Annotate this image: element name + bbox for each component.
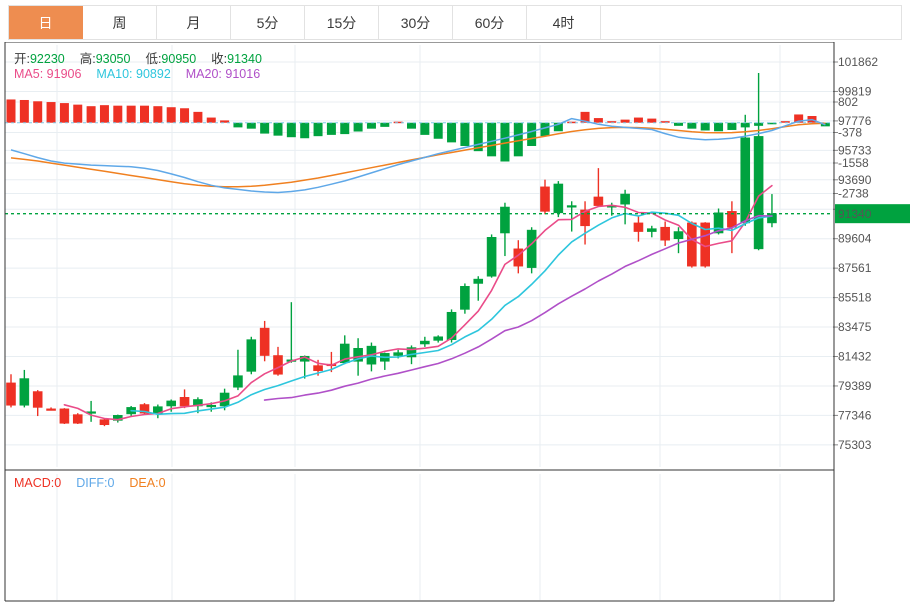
low-value: 90950 — [161, 52, 197, 66]
macd-axis-tick: 802 — [838, 95, 858, 109]
open-value: 92230 — [29, 52, 65, 66]
moving-average-lines — [5, 184, 833, 421]
macd-label: MACD: — [14, 476, 55, 490]
period-tab-label: 4时 — [552, 14, 575, 31]
price-axis-tick: 75303 — [838, 438, 872, 452]
price-axis-tick: 87561 — [838, 261, 872, 275]
price-axis-tick: 97776 — [838, 114, 872, 128]
period-tab-label: 周 — [112, 14, 127, 31]
ma10-value: 90892 — [136, 67, 171, 81]
price-axis-tick: 93690 — [838, 173, 872, 187]
price-axis-tick: 81432 — [838, 350, 872, 364]
candlestick-series — [6, 72, 777, 427]
period-tab-label: 日 — [38, 14, 53, 31]
price-axis-tick: 101862 — [838, 55, 878, 69]
macd-indicator — [5, 99, 833, 194]
period-tab-5min[interactable]: 5分 — [231, 6, 305, 39]
macd-axis-tick: -378 — [838, 126, 862, 140]
period-tab-60min[interactable]: 60分 — [453, 6, 527, 39]
dea-label: DEA: — [129, 476, 159, 490]
current-price-badge — [835, 204, 910, 224]
period-tab-filler — [601, 6, 901, 39]
period-tab-label: 15分 — [326, 14, 357, 31]
frame-layer — [4, 42, 835, 602]
macd-legend: MACD:0 DIFF:0 DEA:0 — [14, 476, 166, 490]
period-tab-label: 5分 — [256, 14, 279, 31]
ma20-label: MA20: — [185, 67, 222, 81]
close-value: 91340 — [227, 52, 262, 66]
chart-container[interactable]: 1018629981997776957339369091647896048756… — [0, 42, 910, 602]
low-label: 低: — [145, 52, 162, 66]
ma20-value: 91016 — [225, 67, 261, 81]
macd-axis-tick: -1558 — [838, 156, 869, 170]
period-tab-4hour[interactable]: 4时 — [527, 6, 601, 39]
period-tab-label: 60分 — [474, 14, 505, 31]
ohlc-legend: 开:92230 高:93050 低:90950 收:91340 — [14, 48, 262, 67]
price-axis-tick: 85518 — [838, 291, 872, 305]
period-tab-15min[interactable]: 15分 — [305, 6, 379, 39]
period-tab-week[interactable]: 周 — [83, 6, 157, 39]
price-axis-tick: 89604 — [838, 232, 872, 246]
diff-value: 0 — [107, 476, 115, 490]
high-value: 93050 — [95, 52, 131, 66]
period-tab-label: 月 — [186, 14, 201, 31]
macd-value: 0 — [54, 476, 62, 490]
period-tab-label: 30分 — [400, 14, 431, 31]
macd-axis-tick: -2738 — [838, 187, 869, 201]
ma-legend: MA5: 91906 MA10: 90892 MA20: 91016 — [14, 67, 260, 81]
axis-layer: 1018629981997776957339369091647896048756… — [833, 55, 910, 452]
price-axis-tick: 95733 — [838, 143, 872, 157]
ma10-label: MA10: — [96, 67, 133, 81]
price-axis-tick: 79389 — [838, 379, 872, 393]
dea-value: 0 — [158, 476, 166, 490]
current-price-value: 91340 — [838, 207, 872, 221]
close-label: 收: — [211, 52, 228, 66]
price-axis-tick: 77346 — [838, 408, 872, 422]
diff-label: DIFF: — [76, 476, 108, 490]
period-tab-30min[interactable]: 30分 — [379, 6, 453, 39]
ma5-label: MA5: — [14, 67, 44, 81]
price-axis-tick: 83475 — [838, 320, 872, 334]
high-label: 高: — [79, 52, 96, 66]
chart-svg[interactable]: 1018629981997776957339369091647896048756… — [0, 42, 910, 602]
price-axis-tick: 99819 — [838, 84, 872, 98]
open-label: 开: — [14, 52, 30, 66]
ma5-value: 91906 — [46, 67, 82, 81]
period-tab-bar: 日 周 月 5分 15分 30分 60分 4时 — [8, 5, 902, 40]
period-tab-month[interactable]: 月 — [157, 6, 231, 39]
period-tab-day[interactable]: 日 — [9, 6, 83, 39]
